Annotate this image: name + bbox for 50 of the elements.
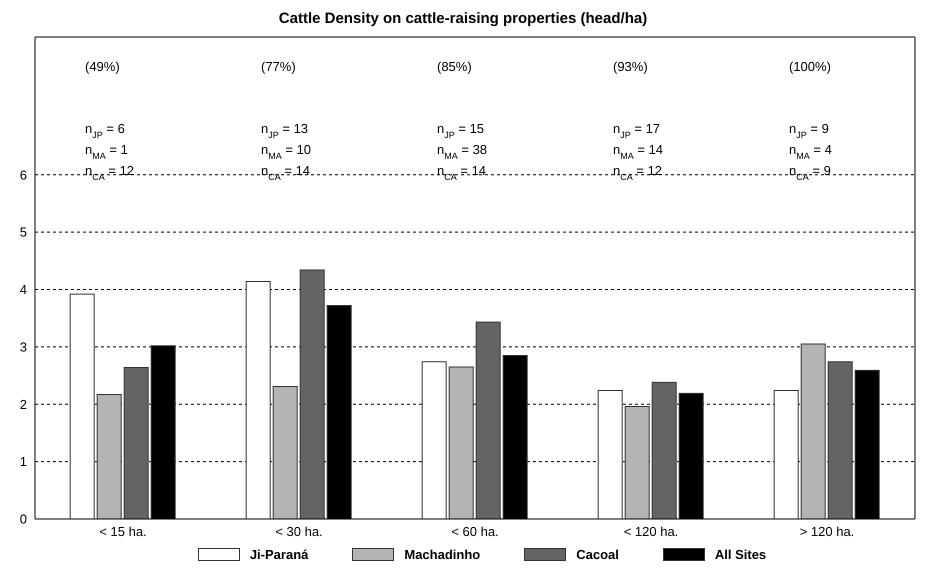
- annotation: (77%): [261, 59, 296, 74]
- chart-title: Cattle Density on cattle-raising properties (head/ha): [278, 9, 648, 29]
- annotation: n$_{CA}$ = 14: [437, 163, 486, 182]
- annotation: (100%): [789, 59, 831, 74]
- y-tick-label: 1: [20, 454, 27, 470]
- x-tick-label: < 30 ha.: [275, 524, 323, 540]
- bar: [598, 390, 623, 519]
- annotation: n$_{MA}$ = 38: [437, 142, 488, 161]
- x-tick-label: < 120 ha.: [624, 524, 678, 540]
- x-tick-label: > 120 ha.: [800, 524, 854, 540]
- x-tick-label: < 60 ha.: [451, 524, 499, 540]
- annotation: n$_{CA}$ = 14: [261, 163, 310, 182]
- y-tick-label: 5: [20, 224, 27, 240]
- annotation: (85%): [437, 59, 472, 74]
- annotation: (49%): [85, 59, 120, 74]
- y-tick-label: 2: [20, 396, 27, 412]
- bar: [96, 394, 122, 519]
- annotation: (93%): [613, 59, 648, 74]
- bar: [300, 269, 325, 519]
- bar: [476, 322, 501, 519]
- annotation: n$_{JP}$ = 9: [789, 121, 829, 140]
- annotation: n$_{MA}$ = 4: [789, 142, 832, 161]
- bar: [828, 361, 853, 519]
- bar: [652, 382, 677, 519]
- bar: [124, 367, 149, 519]
- y-tick-label: 0: [20, 512, 27, 527]
- annotation: n$_{JP}$ = 6: [85, 121, 125, 140]
- legend-label: All Sites: [714, 547, 766, 562]
- annotation: n$_{MA}$ = 10: [261, 142, 312, 161]
- legend-label: Cacoal: [576, 547, 619, 562]
- annotation: n$_{JP}$ = 13: [261, 121, 308, 140]
- annotation: n$_{MA}$ = 1: [85, 142, 128, 161]
- annotation: n$_{CA}$ = 9: [789, 163, 831, 182]
- x-tick-label: < 15 ha.: [99, 524, 147, 540]
- bar: [246, 280, 271, 519]
- bar: [422, 361, 447, 519]
- annotation: n$_{MA}$ = 14: [613, 142, 664, 161]
- bar: [624, 406, 650, 519]
- bar: [800, 343, 826, 519]
- annotation: n$_{JP}$ = 15: [437, 121, 484, 140]
- bar: [70, 294, 95, 519]
- bar: [448, 366, 474, 519]
- y-tick-label: 6: [20, 167, 27, 182]
- y-tick-label: 4: [20, 282, 27, 298]
- legend-label: Ji-Paraná: [250, 547, 308, 562]
- y-tick-label: 3: [20, 339, 27, 354]
- bar: [272, 386, 298, 519]
- annotation: n$_{JP}$ = 17: [613, 121, 660, 140]
- bar: [774, 390, 799, 519]
- legend-label: Machadinho: [404, 547, 480, 562]
